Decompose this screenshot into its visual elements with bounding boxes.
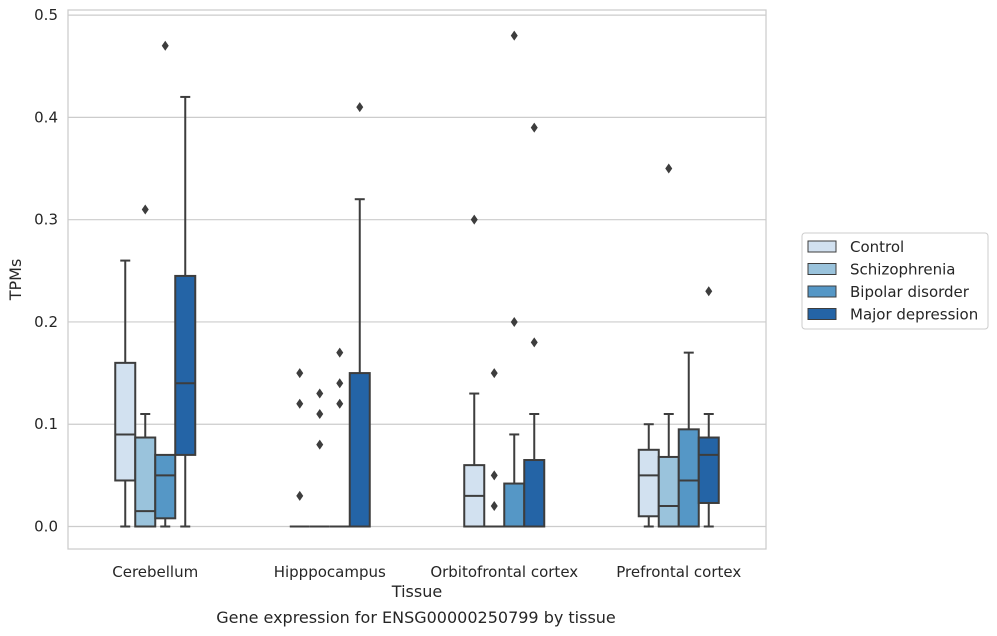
box bbox=[677, 351, 700, 528]
legend: Control Schizophrenia Bipolar disorder Majo… bbox=[801, 232, 989, 330]
box bbox=[289, 368, 310, 528]
x-tick-label: Cerebellum bbox=[112, 563, 198, 581]
legend-label: Control bbox=[850, 238, 904, 256]
outlier-point bbox=[705, 286, 713, 297]
y-tick-label: 0.2 bbox=[34, 313, 58, 331]
legend-swatch bbox=[807, 285, 837, 298]
box-body bbox=[523, 459, 546, 528]
outlier-point bbox=[510, 316, 518, 327]
outlier-point bbox=[665, 163, 673, 174]
outlier-point bbox=[510, 30, 518, 41]
outlier-point bbox=[490, 470, 498, 481]
x-tick-label: Prefrontal cortex bbox=[616, 563, 741, 581]
outlier-point bbox=[296, 490, 304, 501]
box bbox=[657, 163, 680, 528]
box-group bbox=[114, 40, 197, 528]
x-tick-label: Hipppocampus bbox=[274, 563, 386, 581]
legend-label: Schizophrenia bbox=[850, 261, 955, 279]
x-tick-label: Orbitofrontal cortex bbox=[430, 563, 578, 581]
box bbox=[134, 204, 157, 528]
box-body bbox=[114, 361, 137, 482]
outlier-point bbox=[316, 408, 324, 419]
box bbox=[463, 214, 486, 528]
box-body bbox=[154, 453, 177, 520]
box-body bbox=[503, 482, 526, 528]
plot-frame bbox=[67, 9, 767, 550]
box-body bbox=[174, 274, 197, 456]
box bbox=[329, 347, 350, 528]
y-tick-label: 0.1 bbox=[34, 415, 58, 433]
box-group bbox=[463, 30, 546, 528]
box bbox=[154, 40, 177, 528]
box bbox=[174, 95, 197, 528]
box bbox=[309, 388, 330, 528]
chart-caption: Gene expression for ENSG00000250799 by t… bbox=[216, 608, 616, 627]
box-groups bbox=[114, 30, 720, 528]
legend-frame bbox=[801, 232, 989, 330]
legend-label: Major depression bbox=[850, 306, 978, 324]
outlier-point bbox=[490, 368, 498, 379]
outlier-point bbox=[470, 214, 478, 225]
outlier-point bbox=[336, 347, 344, 358]
box-body bbox=[677, 428, 700, 528]
outlier-point bbox=[530, 122, 538, 133]
outlier-point bbox=[336, 378, 344, 389]
legend-swatch bbox=[807, 308, 837, 320]
outlier-point bbox=[141, 204, 149, 215]
legend-label: Bipolar disorder bbox=[850, 283, 970, 301]
box bbox=[637, 423, 660, 528]
box-body bbox=[697, 436, 720, 504]
box-body bbox=[637, 448, 660, 518]
y-tick-label: 0.3 bbox=[34, 211, 58, 229]
y-tick-label: 0.0 bbox=[34, 517, 58, 535]
box bbox=[503, 30, 526, 528]
outlier-point bbox=[296, 398, 304, 409]
outlier-point bbox=[336, 398, 344, 409]
box bbox=[114, 259, 137, 528]
box bbox=[697, 286, 720, 528]
axis-ticks: 0.0 0.1 0.2 0.3 0.4 0.5 Cerebellum Hipppocampus… bbox=[34, 6, 741, 581]
outlier-point bbox=[530, 337, 538, 348]
box-body bbox=[348, 372, 371, 528]
y-axis-title: TPMs bbox=[6, 259, 25, 302]
box bbox=[523, 122, 546, 528]
box-body bbox=[134, 436, 157, 528]
box bbox=[348, 102, 371, 528]
gridlines bbox=[68, 14, 766, 528]
box-group bbox=[637, 163, 720, 528]
outlier-point bbox=[316, 439, 324, 450]
y-tick-label: 0.4 bbox=[34, 108, 58, 126]
outlier-point bbox=[356, 102, 364, 113]
legend-swatch bbox=[807, 263, 837, 275]
box-body bbox=[657, 455, 680, 528]
box bbox=[484, 368, 505, 528]
x-axis-title: Tissue bbox=[391, 582, 442, 601]
box-group bbox=[289, 102, 371, 528]
outlier-point bbox=[161, 40, 169, 51]
y-tick-label: 0.5 bbox=[34, 6, 58, 24]
outlier-point bbox=[316, 388, 324, 399]
legend-swatch bbox=[807, 240, 837, 253]
outlier-point bbox=[490, 501, 498, 512]
outlier-point bbox=[296, 368, 304, 379]
